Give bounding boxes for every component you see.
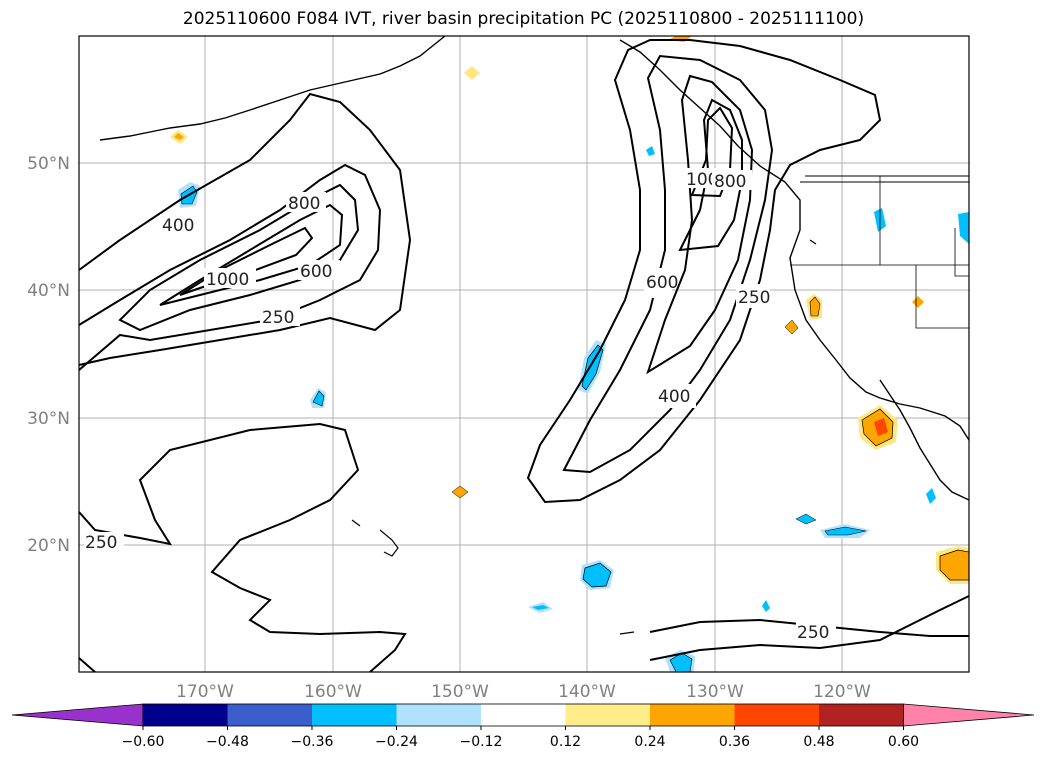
colorbar-segment (819, 704, 904, 726)
precip-blob (464, 66, 480, 80)
contour-labels: 400 800 1000 600 250 1000 800 600 250 40… (84, 168, 836, 643)
contour-250-corner (78, 657, 96, 673)
lon-label: 130°W (686, 682, 744, 702)
colorbar-segment (650, 704, 735, 726)
colorbar-tick-label: 0.12 (550, 734, 581, 750)
precip-blob (874, 418, 888, 436)
precip-blob (582, 562, 612, 588)
precip-blob (451, 485, 469, 499)
longitude-labels: 170°W 160°W 150°W 140°W 130°W 120°W (176, 682, 871, 702)
colorbar-segment (143, 704, 228, 726)
contour-1000-east (690, 106, 734, 198)
contour-label: 400 (658, 387, 690, 407)
label-bg (298, 260, 340, 280)
colorbar-extend-high (903, 703, 1035, 727)
lat-label: 30°N (27, 409, 70, 429)
map-frame (78, 35, 970, 673)
colorbar-segment (227, 704, 312, 726)
colorbar-segment (734, 704, 819, 726)
precip-blob (795, 513, 817, 525)
label-bg (736, 284, 770, 308)
contour-label: 600 (300, 262, 332, 282)
map-background (79, 36, 969, 672)
baja-coast (879, 379, 970, 501)
precip-blob (312, 390, 325, 407)
label-bg (644, 268, 672, 298)
contour-600-east (646, 74, 754, 375)
state-borders (790, 176, 969, 329)
colorbar-extend-low (11, 703, 144, 727)
colorbar-tick-label: −0.60 (122, 734, 165, 750)
label-bg (656, 384, 696, 408)
precip-blob (926, 488, 936, 504)
contour-label: 400 (162, 216, 194, 236)
contour-250-west (78, 92, 412, 366)
colorbar-tick-label: 0.36 (719, 734, 750, 750)
contour-250-east (526, 39, 882, 504)
label-bg (204, 268, 256, 288)
lat-label: 40°N (27, 281, 70, 301)
contour-250-south (78, 422, 407, 673)
aleutian-coast (99, 35, 446, 141)
precip-blob (912, 296, 924, 308)
lat-label: 50°N (27, 154, 70, 174)
precip-blob (784, 319, 799, 335)
contour-label: 250 (797, 623, 829, 643)
contour-label: 600 (646, 273, 678, 293)
contour-400-west (78, 163, 382, 371)
colorbar-tick-label: 0.24 (634, 734, 665, 750)
lon-label: 140°W (558, 682, 616, 702)
lat-label: 20°N (27, 536, 70, 556)
label-bg (84, 532, 124, 552)
precip-blob (824, 526, 867, 536)
precip-blob (809, 296, 821, 317)
colorbar-tick-label: −0.12 (460, 734, 503, 750)
lon-label: 160°W (304, 682, 362, 702)
lon-label: 120°W (813, 682, 871, 702)
contour-600-west (118, 183, 360, 332)
precip-blob (646, 146, 655, 156)
coastlines (99, 35, 970, 635)
label-bg (712, 170, 752, 190)
lon-label: 170°W (176, 682, 234, 702)
contour-label: 250 (262, 308, 294, 328)
contour-250-southeast-outer (649, 595, 970, 661)
colorbar-frame (142, 703, 904, 727)
colorbar-tick-label: −0.48 (206, 734, 249, 750)
hawaii-islands (351, 519, 399, 557)
precip-blob (174, 133, 184, 140)
colorbar-segment (481, 704, 566, 726)
colorbar: −0.60 −0.48 −0.36 −0.24 −0.12 0.12 0.24 0.36 0.4… (11, 703, 1035, 750)
us-state-lines (790, 176, 969, 329)
label-bg (796, 622, 836, 642)
contour-label: 250 (738, 288, 770, 308)
contour-label: 1000 (206, 270, 249, 290)
contour-label: 250 (85, 533, 117, 553)
label-bg (286, 192, 326, 212)
contour-label: 800 (714, 172, 746, 192)
contour-label: 800 (288, 194, 320, 214)
colorbar-tick-label: −0.36 (291, 734, 334, 750)
label-bg (260, 306, 300, 326)
colorbar-tick-label: 0.60 (888, 734, 919, 750)
precip-pc-shading (170, 36, 970, 673)
map-title: 2025110600 F084 IVT, river basin precipi… (182, 9, 865, 29)
colorbar-segment (565, 704, 650, 726)
precip-blob (581, 344, 604, 391)
label-bg (160, 214, 200, 234)
map-panel: 400 800 1000 600 250 1000 800 600 250 40… (78, 35, 970, 673)
precip-blob (762, 600, 770, 612)
canada-border (800, 175, 969, 183)
colorbar-tick-label: 0.48 (803, 734, 834, 750)
colorbar-segment (312, 704, 397, 726)
north-america-coast (619, 39, 970, 441)
precip-blob (958, 212, 969, 244)
colorbar-tick-label: −0.24 (375, 734, 418, 750)
colorbar-segment (396, 704, 481, 726)
small-islands (619, 239, 817, 635)
lon-label: 150°W (431, 682, 489, 702)
latitude-labels: 50°N 40°N 30°N 20°N (27, 154, 70, 556)
precip-blob (532, 605, 549, 610)
